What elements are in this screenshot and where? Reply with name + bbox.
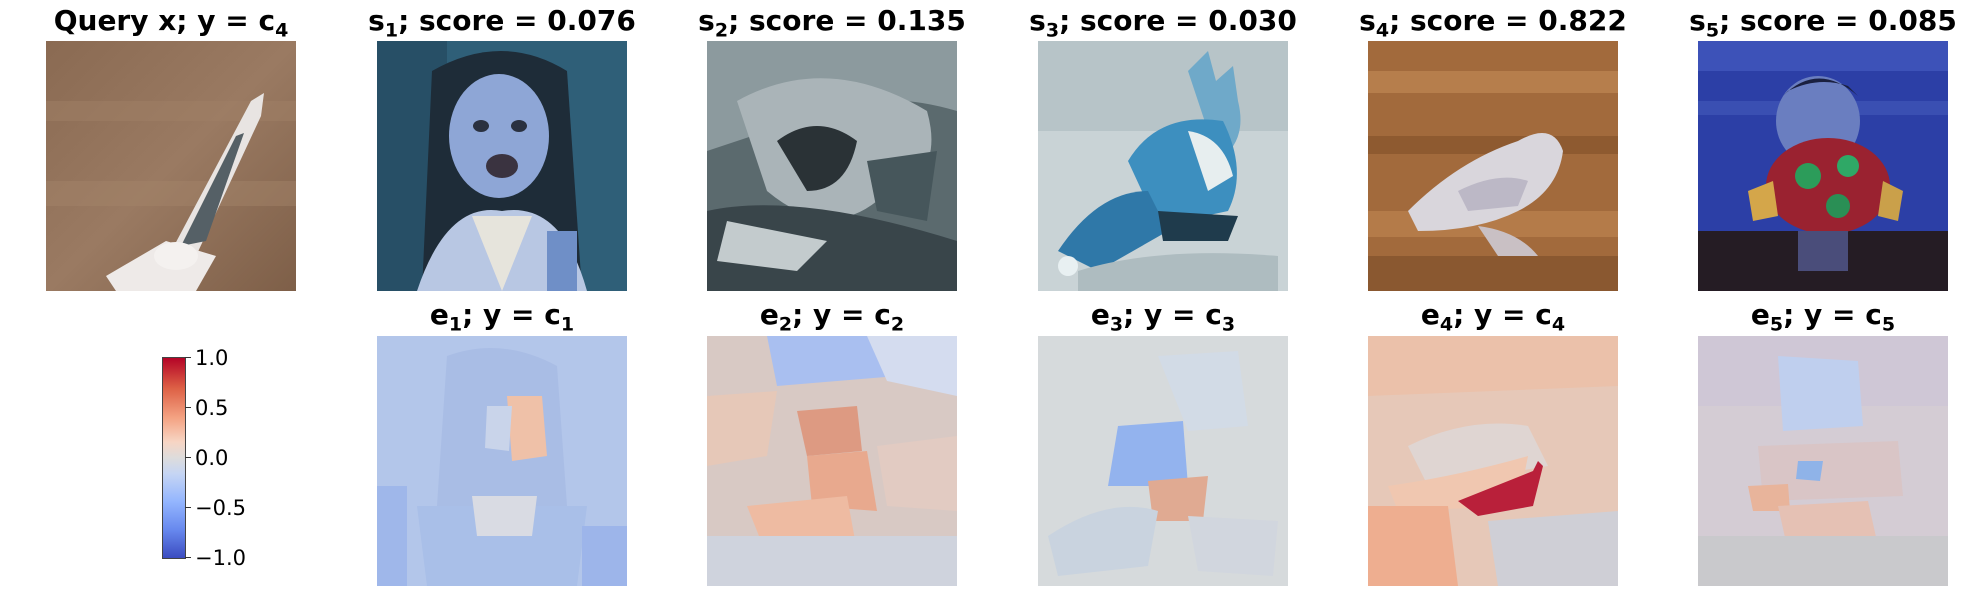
explanation-title-e5: e5; y = c5 bbox=[1750, 298, 1896, 336]
colorbar-tick: −1.0 bbox=[185, 546, 255, 570]
similar-title-s2: s2; score = 0.135 bbox=[698, 4, 966, 42]
similar-title-s3: s3; score = 0.030 bbox=[1029, 4, 1297, 42]
explanation-title-e1: e1; y = c1 bbox=[429, 298, 575, 336]
similar-image-s5 bbox=[1698, 41, 1948, 291]
explanation-heatmap-e4 bbox=[1368, 336, 1618, 586]
explanation-title-e4: e4; y = c4 bbox=[1420, 298, 1566, 336]
colorbar-tick: 1.0 bbox=[185, 346, 255, 370]
similar-title-s5: s5; score = 0.085 bbox=[1689, 4, 1957, 42]
query-title: Query x; y = c4 bbox=[53, 4, 289, 42]
explanation-heatmap-e3 bbox=[1038, 336, 1288, 586]
explanation-title-e3: e3; y = c3 bbox=[1090, 298, 1236, 336]
colorbar-tick: 0.0 bbox=[185, 446, 255, 470]
similar-image-s1 bbox=[377, 41, 627, 291]
query-image bbox=[46, 41, 296, 291]
explanation-heatmap-e2 bbox=[707, 336, 957, 586]
colorbar-tick: −0.5 bbox=[185, 496, 255, 520]
colorbar-gradient bbox=[162, 357, 186, 559]
colorbar-tick: 0.5 bbox=[185, 396, 255, 420]
explanation-heatmap-e5 bbox=[1698, 336, 1948, 586]
explanation-heatmap-e1 bbox=[377, 336, 627, 586]
similar-image-s2 bbox=[707, 41, 957, 291]
similar-title-s1: s1; score = 0.076 bbox=[368, 4, 636, 42]
similar-image-s3 bbox=[1038, 41, 1288, 291]
explanation-title-e2: e2; y = c2 bbox=[759, 298, 905, 336]
similar-title-s4: s4; score = 0.822 bbox=[1359, 4, 1627, 42]
similar-image-s4 bbox=[1368, 41, 1618, 291]
